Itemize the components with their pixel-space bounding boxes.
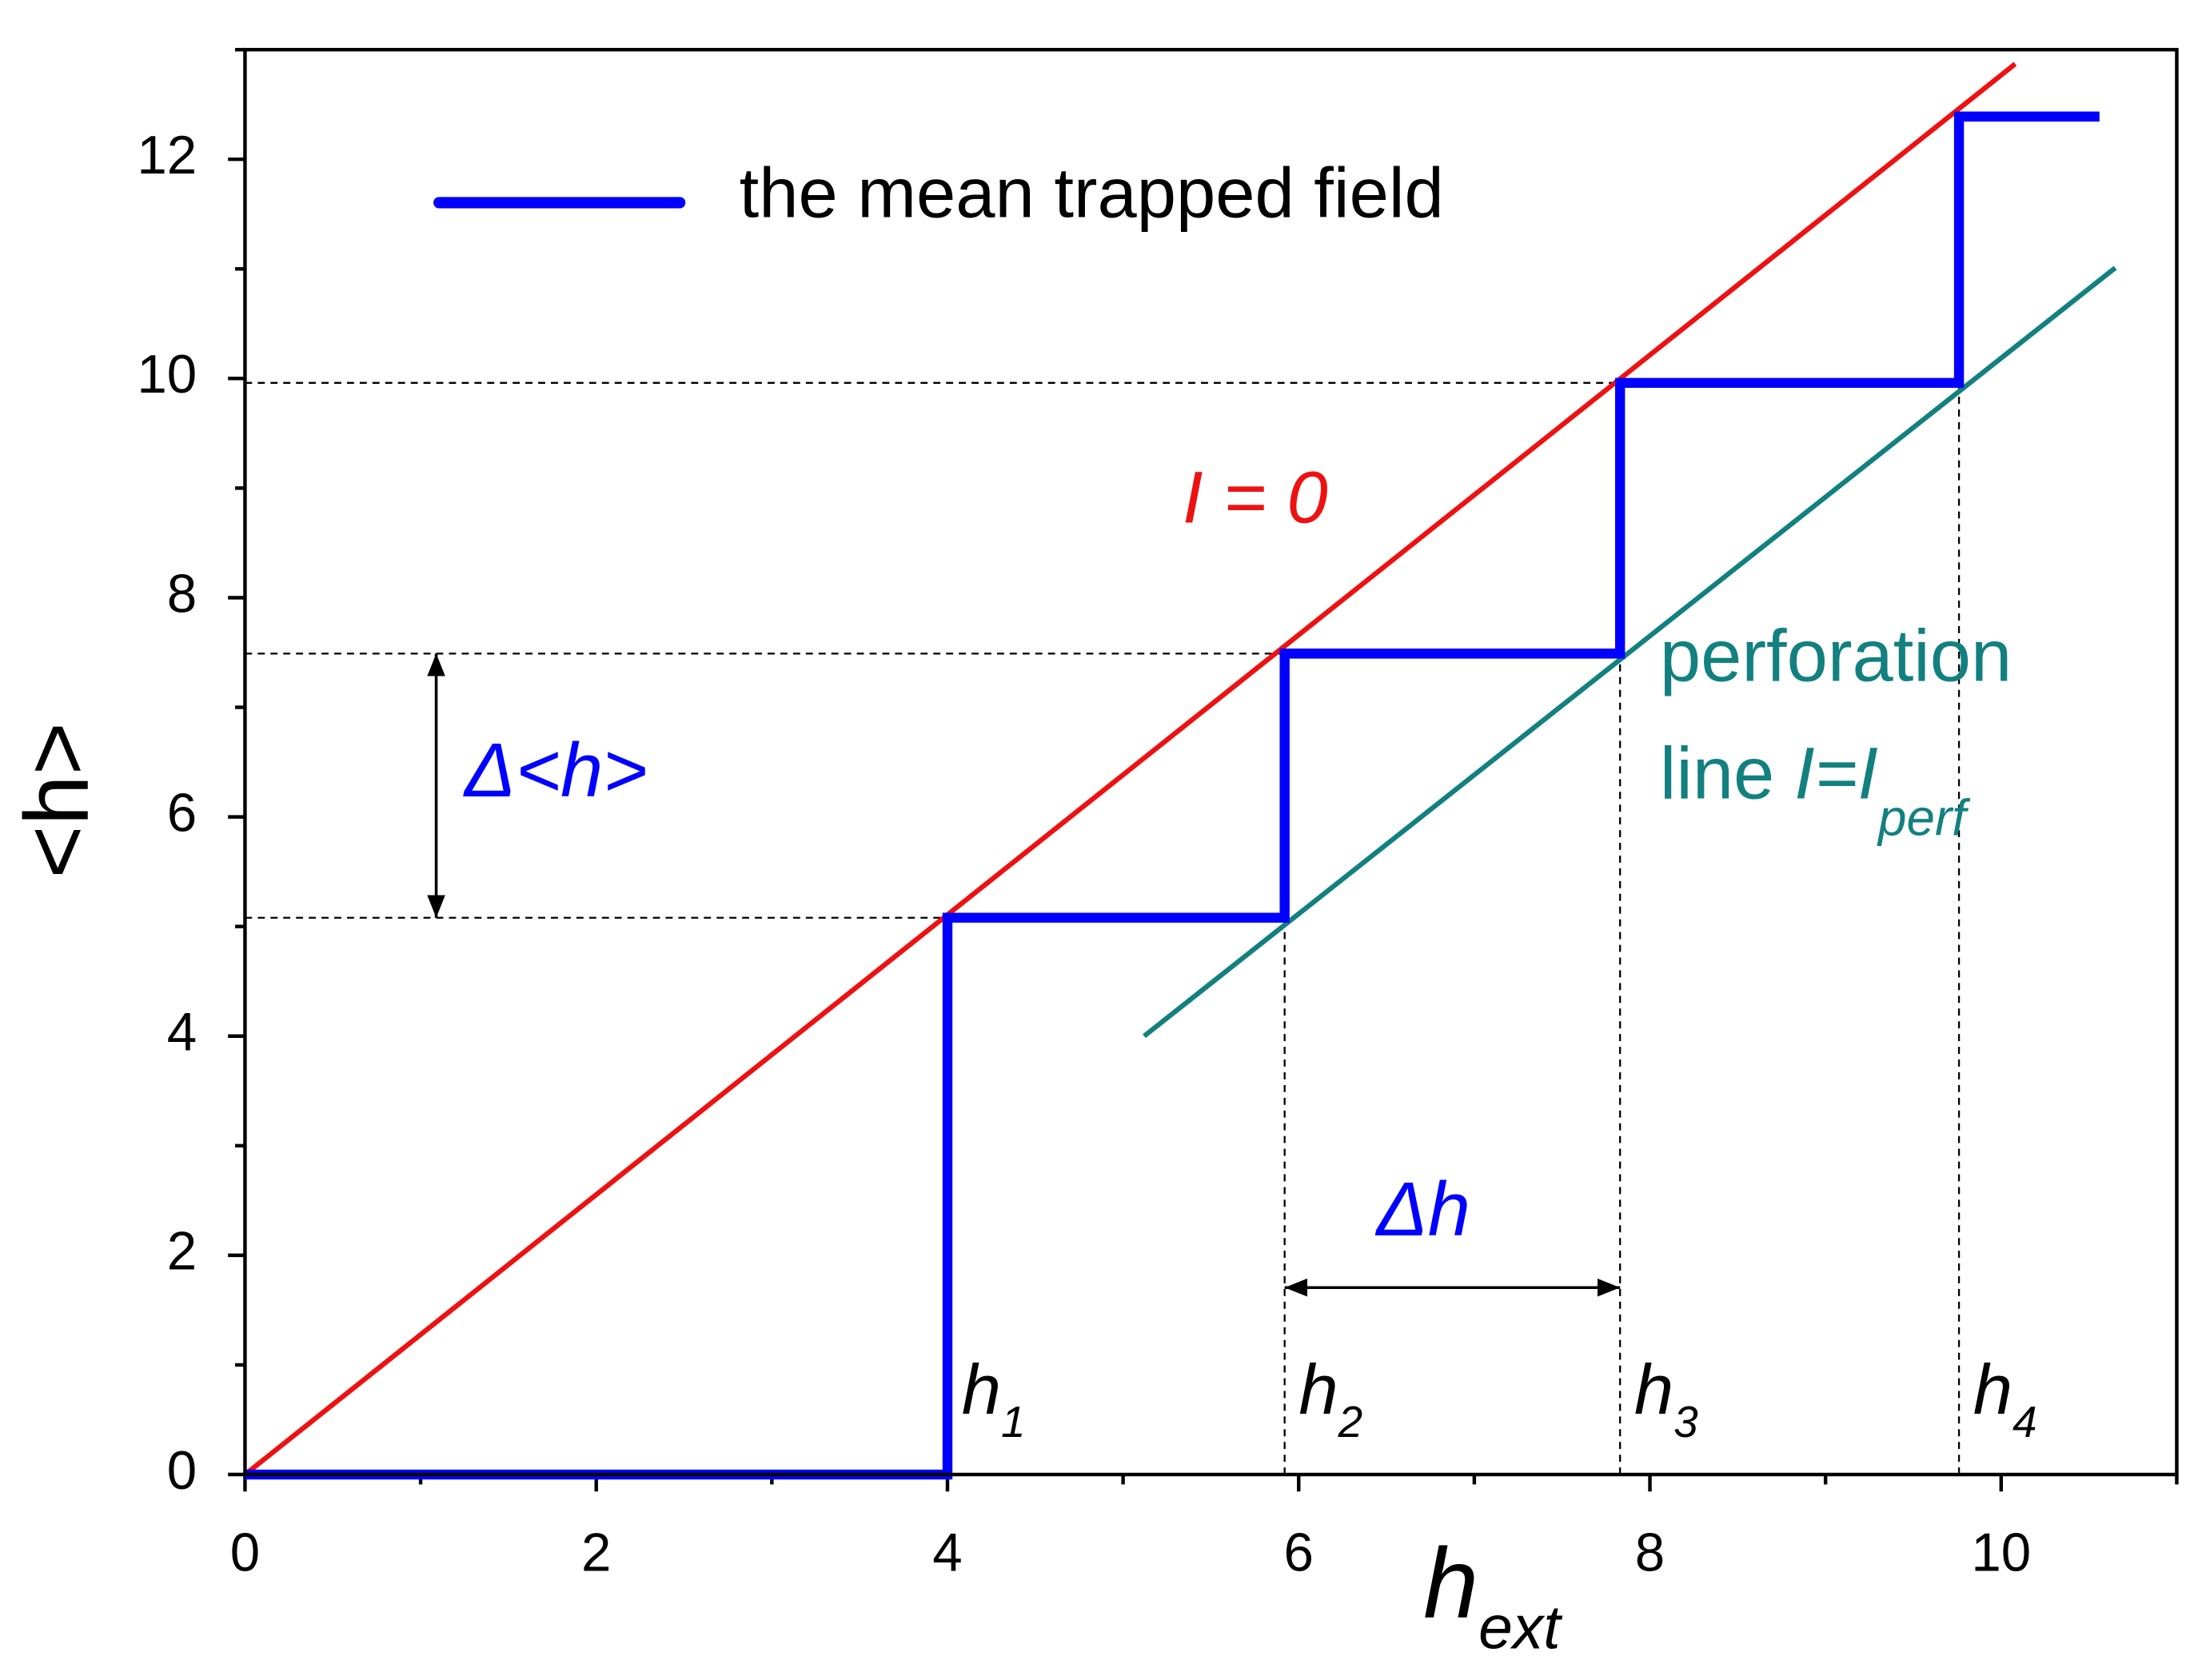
step-label-sub: 4 xyxy=(2013,1397,2037,1447)
line-label-part: line xyxy=(1660,732,1774,815)
x-axis-label-main: h xyxy=(1423,1528,1478,1638)
step-label-main: h xyxy=(962,1350,1001,1429)
step-label-sub: 2 xyxy=(1338,1397,1363,1447)
x-tick-label: 2 xyxy=(581,1523,611,1583)
y-tick-label: 4 xyxy=(167,1003,197,1063)
y-tick-label: 2 xyxy=(167,1222,197,1282)
delta-x-label: Δh xyxy=(1375,1167,1470,1252)
step-label: h2 xyxy=(1298,1350,1362,1446)
line xyxy=(243,62,2017,1477)
y-tick-label: 10 xyxy=(137,345,197,405)
y-tick-label: 12 xyxy=(137,126,197,186)
step-line xyxy=(245,111,2100,1480)
x-tick-label: 10 xyxy=(1971,1523,2031,1583)
y-axis-label: <h> xyxy=(6,722,108,878)
step-label-main: h xyxy=(1634,1350,1673,1429)
line-label: line I=Iperf xyxy=(1660,732,1971,847)
step-label: h3 xyxy=(1634,1350,1698,1446)
x-axis-label: hext xyxy=(1423,1528,1563,1662)
y-tick-label: 6 xyxy=(167,783,197,843)
delta-y-label: Δ<h> xyxy=(463,728,648,813)
line xyxy=(1143,265,2117,1039)
step-label: h1 xyxy=(962,1350,1026,1446)
x-tick-label: 6 xyxy=(1284,1523,1314,1583)
step-label-sub: 1 xyxy=(1001,1397,1026,1447)
x-tick-label: 0 xyxy=(230,1523,260,1583)
step-label: h4 xyxy=(1973,1350,2037,1446)
x-axis-label-sub: ext xyxy=(1478,1594,1563,1662)
x-tick-label: 4 xyxy=(932,1523,962,1583)
line-label: I = 0 xyxy=(1183,456,1328,538)
plot-frame xyxy=(243,47,2179,1477)
line-label: perforation xyxy=(1660,615,2012,697)
line-label-part: I=I xyxy=(1794,732,1878,815)
legend-label: the mean trapped field xyxy=(740,154,1444,233)
step-label-main: h xyxy=(1298,1350,1338,1429)
line-label-sub: perf xyxy=(1877,788,1971,846)
y-tick-label: 0 xyxy=(167,1441,197,1501)
step-label-sub: 3 xyxy=(1673,1397,1698,1447)
step-label-main: h xyxy=(1973,1350,2013,1429)
y-tick-label: 8 xyxy=(167,564,197,624)
x-tick-label: 8 xyxy=(1635,1523,1665,1583)
